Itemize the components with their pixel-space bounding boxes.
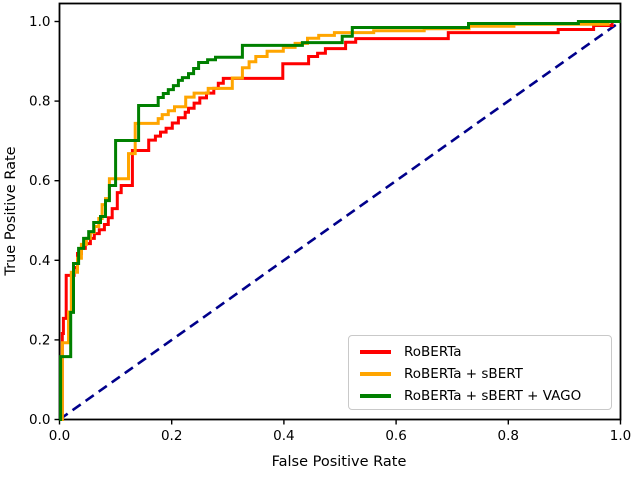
x-tick-label: 0.6 xyxy=(385,428,406,444)
legend-item-roberta-sbert-vago: RoBERTa + sBERT + VAGO xyxy=(360,385,611,407)
x-tick-label: 0.4 xyxy=(273,428,294,444)
legend-line-swatch-red xyxy=(360,350,391,354)
x-tick-label: 0.8 xyxy=(498,428,519,444)
y-tick-label: 0.0 xyxy=(29,412,50,428)
y-tick-label: 0.4 xyxy=(29,253,50,269)
y-axis-label: True Positive Rate xyxy=(3,146,19,276)
y-tick-label: 0.2 xyxy=(29,332,50,348)
legend-line-swatch-orange xyxy=(360,372,391,376)
legend-item-roberta: RoBERTa xyxy=(360,341,611,363)
plot-frame xyxy=(58,2,622,421)
roc-curves xyxy=(58,20,622,421)
y-tick-label: 0.8 xyxy=(29,94,50,110)
y-tick-label: 1.0 xyxy=(29,14,50,30)
axis-ticks: 0.0 0.2 0.4 0.6 0.8 1.0 0.0 0.2 0.4 0.6 0.8 1.0 xyxy=(29,14,631,444)
y-tick-label: 0.6 xyxy=(29,173,50,189)
legend-item-roberta-sbert: RoBERTa + sBERT xyxy=(360,363,611,385)
x-axis-label: False Positive Rate xyxy=(272,454,407,470)
legend-line-swatch-green xyxy=(360,394,391,398)
roc-curve-roberta-sbert-vago xyxy=(59,20,621,421)
x-tick-label: 1.0 xyxy=(610,428,631,444)
legend: RoBERTa RoBERTa + sBERT RoBERTa + sBERT … xyxy=(348,335,612,410)
legend-item-label: RoBERTa xyxy=(404,344,462,360)
x-tick-label: 0.0 xyxy=(49,428,70,444)
legend-item-label: RoBERTa + sBERT + VAGO xyxy=(404,388,582,404)
chance-diagonal-line xyxy=(58,20,622,421)
legend-item-label: RoBERTa + sBERT xyxy=(404,366,523,382)
x-tick-label: 0.2 xyxy=(161,428,182,444)
